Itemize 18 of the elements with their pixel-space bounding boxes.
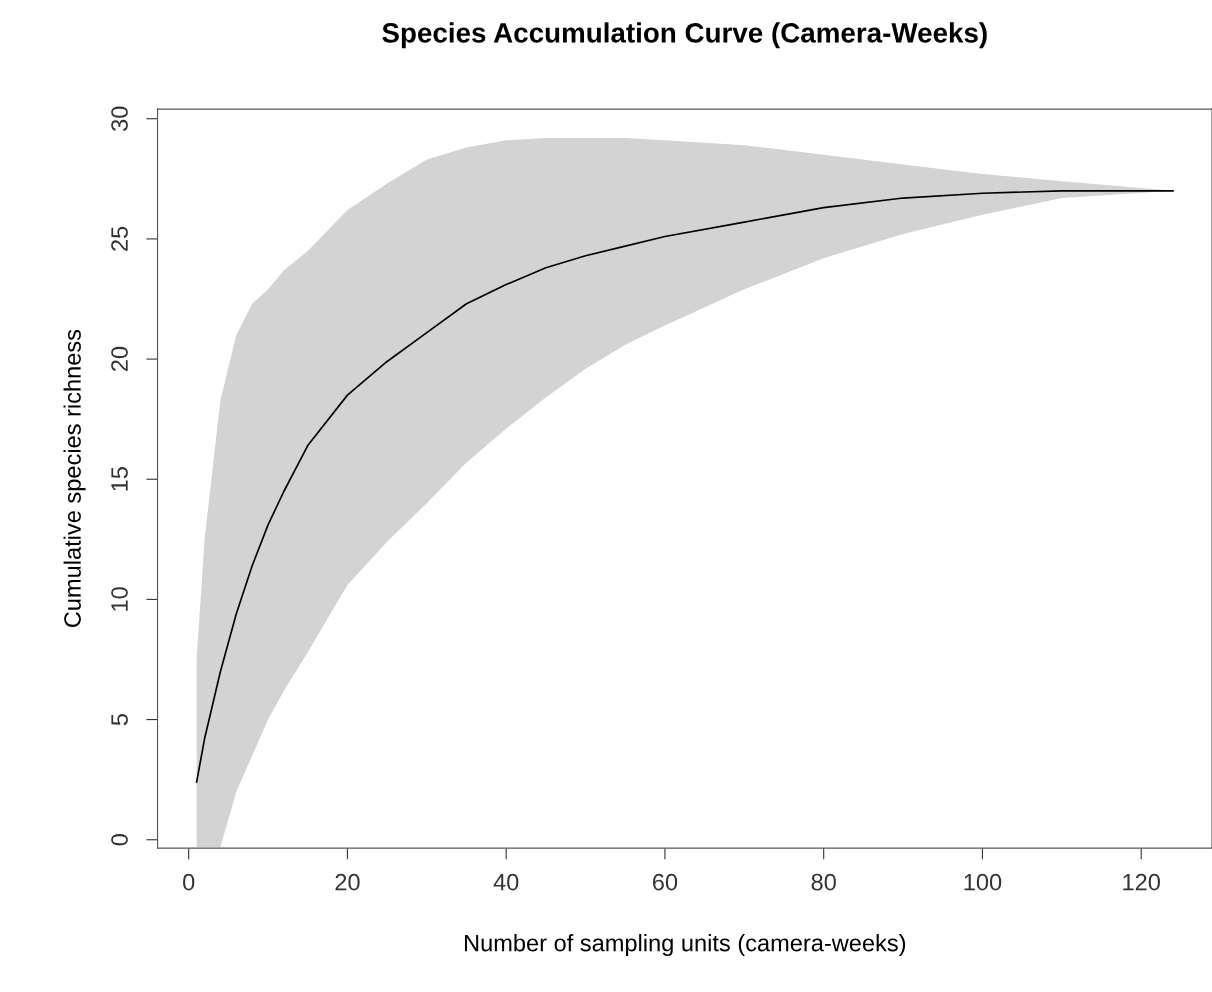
chart-title: Species Accumulation Curve (Camera-Weeks) [382,22,987,49]
x-axis-title: Number of sampling units (camera-weeks) [464,934,906,957]
line-series [195,190,1174,783]
y-tick-label: 5 [111,714,128,726]
y-axis-title: Cumulative species richness [63,329,86,628]
y-tick-label: 20 [111,346,128,372]
y-tick-label: 30 [111,106,128,131]
y-tick-label: 25 [111,226,128,251]
x-tick-label: 100 [964,873,1002,891]
x-tick-label: 40 [493,873,519,891]
x-tick-label: 60 [653,873,678,891]
x-tick-label: 120 [1123,873,1160,891]
y-tick-label: 10 [111,587,128,611]
x-tick-label: 0 [183,873,195,891]
x-tick-label: 80 [811,873,836,891]
y-tick-label: 0 [111,834,128,846]
x-tick-label: 20 [335,873,360,891]
y-tick-label: 15 [111,467,128,491]
